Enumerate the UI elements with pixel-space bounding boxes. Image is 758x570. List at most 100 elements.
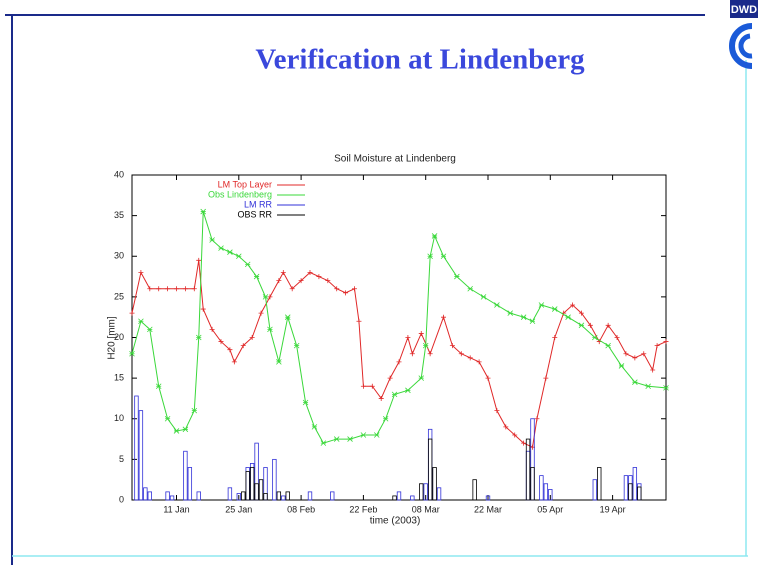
point-marker — [663, 385, 669, 391]
point-marker — [503, 424, 509, 430]
rain-bar — [628, 483, 633, 501]
point-marker — [507, 310, 514, 316]
point-marker — [467, 285, 473, 292]
x-tick-label: 25 Jan — [225, 504, 252, 514]
y-tick-label: 25 — [114, 291, 124, 301]
rain-bar — [187, 467, 193, 501]
point-marker — [334, 286, 340, 292]
point-marker — [200, 208, 206, 215]
point-marker — [218, 245, 224, 251]
rain-bar — [165, 491, 170, 501]
point-marker — [476, 359, 482, 365]
rain-bar — [245, 471, 250, 501]
point-marker — [551, 306, 558, 312]
legend-label: LM Top Layer — [218, 179, 272, 189]
point-marker — [240, 343, 246, 349]
point-marker — [258, 310, 264, 316]
point-marker — [236, 253, 242, 260]
rain-bar — [525, 450, 531, 501]
rain-bar — [637, 486, 642, 501]
y-tick-label: 40 — [114, 169, 124, 179]
x-axis-label: time (2003) — [370, 516, 421, 527]
point-marker — [543, 375, 549, 381]
point-marker — [173, 428, 180, 434]
x-tick-label: 19 Apr — [600, 504, 626, 514]
point-marker — [645, 383, 651, 390]
point-marker — [156, 286, 162, 292]
y-tick-label: 20 — [114, 332, 124, 342]
point-marker — [641, 351, 647, 357]
rain-bar — [539, 475, 544, 501]
point-marker — [147, 286, 153, 292]
rain-bar — [623, 475, 629, 501]
y-tick-label: 10 — [114, 413, 124, 423]
rain-bar — [543, 483, 549, 501]
x-tick-label: 08 Mar — [412, 504, 440, 514]
point-marker — [244, 261, 251, 268]
point-marker — [494, 408, 500, 414]
point-marker — [196, 257, 202, 263]
rain-bar — [410, 495, 415, 501]
point-marker — [360, 432, 367, 438]
rain-bar — [227, 487, 233, 501]
rain-bar — [236, 493, 241, 501]
rain-bar — [254, 483, 259, 501]
rain-bar — [597, 467, 602, 501]
y-tick-label: 30 — [114, 251, 124, 261]
point-marker — [663, 339, 669, 345]
point-marker — [311, 424, 318, 430]
rain-bar — [436, 487, 442, 501]
point-marker — [418, 330, 424, 336]
point-marker — [405, 387, 411, 394]
rain-bar — [241, 491, 246, 501]
point-marker — [623, 351, 629, 357]
point-marker — [174, 286, 179, 292]
point-marker — [182, 286, 188, 292]
point-marker — [654, 343, 660, 349]
rain-bar — [628, 475, 633, 501]
point-marker — [129, 350, 135, 357]
point-marker — [333, 436, 340, 442]
point-marker — [449, 343, 455, 349]
point-marker — [618, 363, 625, 369]
point-marker — [538, 302, 545, 308]
point-marker — [147, 326, 153, 333]
point-marker — [605, 342, 611, 349]
chart-title: Soil Moisture at Lindenberg — [334, 154, 456, 165]
point-marker — [529, 318, 536, 325]
rain-bar — [169, 495, 175, 501]
rain-bar — [272, 458, 277, 501]
legend-label: LM RR — [244, 199, 273, 209]
rain-bar — [392, 495, 397, 501]
point-marker — [485, 375, 491, 381]
point-marker — [227, 347, 233, 353]
rain-bar — [427, 428, 433, 501]
legend-label: OBS RR — [237, 209, 272, 219]
point-marker — [632, 379, 638, 385]
rain-bar — [276, 491, 282, 501]
point-marker — [325, 278, 331, 284]
rain-bar — [263, 467, 268, 501]
point-marker — [387, 375, 393, 381]
point-marker — [227, 249, 233, 255]
x-tick-label: 08 Feb — [287, 504, 315, 514]
point-marker — [356, 318, 362, 324]
point-marker — [578, 322, 585, 329]
point-marker — [195, 334, 202, 341]
point-marker — [440, 253, 447, 260]
point-marker — [249, 335, 255, 340]
rain-bar — [396, 491, 402, 501]
slide-title: Verification at Lindenberg — [255, 44, 585, 76]
point-marker — [391, 391, 398, 398]
point-marker — [138, 270, 144, 275]
point-marker — [458, 351, 464, 357]
rain-bar — [330, 491, 335, 501]
point-marker — [191, 286, 197, 292]
point-marker — [307, 270, 313, 275]
rain-bar — [254, 442, 259, 501]
rain-bar — [263, 493, 268, 501]
point-marker — [253, 273, 260, 280]
logo-swirl — [729, 23, 753, 69]
point-marker — [534, 416, 540, 422]
